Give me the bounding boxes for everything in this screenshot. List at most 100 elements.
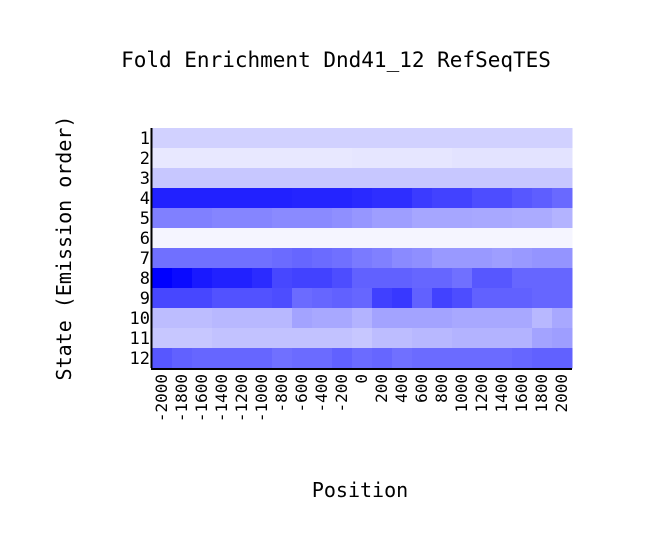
heatmap-cell (372, 268, 393, 289)
heatmap-cell (252, 128, 273, 149)
heatmap-cell (492, 288, 513, 309)
heatmap-cell (412, 208, 433, 229)
heatmap-cell (412, 348, 433, 369)
heatmap-cell (212, 248, 233, 269)
heatmap-cell (552, 248, 573, 269)
heatmap-cell (172, 208, 193, 229)
heatmap-cell (532, 228, 553, 249)
heatmap-cell (492, 168, 513, 189)
heatmap-cell (172, 148, 193, 169)
heatmap-cell (192, 128, 213, 149)
heatmap-cell (152, 288, 173, 309)
heatmap-cell (472, 168, 493, 189)
heatmap-cell (192, 348, 213, 369)
heatmap-cell (292, 348, 313, 369)
heatmap-cell (252, 248, 273, 269)
heatmap-cell (192, 168, 213, 189)
heatmap-cell (432, 128, 453, 149)
heatmap-cell (372, 248, 393, 269)
x-tick-label: -2000 (152, 374, 171, 422)
y-tick-label: 6 (140, 229, 150, 249)
heatmap-cell (512, 308, 533, 329)
heatmap-cell (232, 128, 253, 149)
heatmap-cell (532, 248, 553, 269)
heatmap-cell (272, 248, 293, 269)
heatmap-cell (312, 168, 333, 189)
heatmap-cell (432, 208, 453, 229)
heatmap-cell (492, 128, 513, 149)
heatmap-cell (292, 248, 313, 269)
heatmap-cell (512, 208, 533, 229)
y-tick-label: 7 (140, 249, 150, 269)
heatmap-cell (312, 208, 333, 229)
heatmap-cell (372, 328, 393, 349)
heatmap-cell (212, 268, 233, 289)
heatmap-cell (392, 348, 413, 369)
heatmap-cell (172, 268, 193, 289)
y-tick-label: 3 (140, 169, 150, 189)
heatmap-cell (512, 268, 533, 289)
y-tick-label: 2 (140, 149, 150, 169)
heatmap-cell (552, 228, 573, 249)
heatmap-cell (292, 308, 313, 329)
heatmap-cell (512, 188, 533, 209)
heatmap-cell (492, 268, 513, 289)
heatmap-cell (452, 128, 473, 149)
x-axis-label: Position (311, 478, 409, 502)
heatmap-cell (472, 308, 493, 329)
heatmap-cell (192, 288, 213, 309)
heatmap-cell (452, 208, 473, 229)
heatmap-cell (452, 348, 473, 369)
heatmap-cell (412, 148, 433, 169)
heatmap-cell (432, 348, 453, 369)
heatmap-cell (532, 168, 553, 189)
heatmap-cell (272, 128, 293, 149)
heatmap-cell (252, 268, 273, 289)
heatmap-cell (552, 188, 573, 209)
heatmap-cell (452, 168, 473, 189)
heatmap-cell (452, 308, 473, 329)
heatmap-cell (172, 188, 193, 209)
heatmap-cell (152, 248, 173, 269)
x-tick-label: 1400 (492, 374, 511, 413)
heatmap-cell (192, 148, 213, 169)
heatmap-cell (332, 148, 353, 169)
heatmap-cell (412, 168, 433, 189)
x-tick-label: 2000 (552, 374, 571, 413)
heatmap-cell (512, 148, 533, 169)
heatmap-cell (352, 348, 373, 369)
heatmap-cell (252, 208, 273, 229)
heatmap-cell (532, 188, 553, 209)
heatmap-cell (312, 348, 333, 369)
heatmap-cell (412, 228, 433, 249)
heatmap-cell (552, 128, 573, 149)
heatmap-cell (472, 148, 493, 169)
heatmap-cell (512, 288, 533, 309)
heatmap-cell (212, 328, 233, 349)
heatmap-cell (352, 208, 373, 229)
heatmap-cell (252, 168, 273, 189)
heatmap-cell (172, 288, 193, 309)
heatmap-cell (452, 268, 473, 289)
heatmap-cell (472, 188, 493, 209)
heatmap-cell (292, 128, 313, 149)
heatmap-cell (332, 208, 353, 229)
heatmap-cell (192, 308, 213, 329)
heatmap-cell (292, 168, 313, 189)
heatmap-cell (412, 188, 433, 209)
heatmap-cell (372, 288, 393, 309)
heatmap-cell (332, 248, 353, 269)
heatmap-cell (232, 328, 253, 349)
heatmap-cell (292, 228, 313, 249)
heatmap-cell (212, 208, 233, 229)
heatmap-cell (552, 328, 573, 349)
heatmap-cell (232, 248, 253, 269)
heatmap-cell (192, 228, 213, 249)
heatmap-cell (532, 268, 553, 289)
heatmap-cell (272, 308, 293, 329)
heatmap-cell (472, 248, 493, 269)
heatmap-cell (192, 268, 213, 289)
heatmap-cell (312, 128, 333, 149)
heatmap-cell (472, 288, 493, 309)
heatmap-cell (252, 348, 273, 369)
